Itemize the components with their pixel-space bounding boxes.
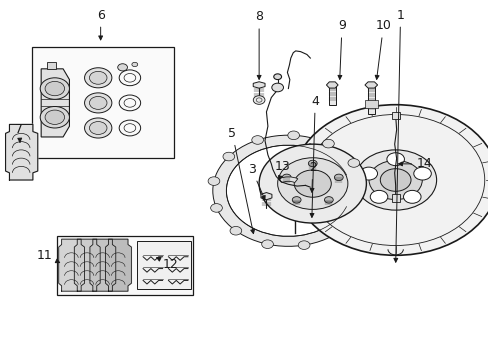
Circle shape <box>89 122 107 134</box>
Circle shape <box>271 83 283 92</box>
Bar <box>391 194 399 202</box>
Circle shape <box>261 240 273 248</box>
Polygon shape <box>59 239 84 291</box>
Text: 7: 7 <box>15 123 23 142</box>
Circle shape <box>208 177 219 185</box>
Circle shape <box>369 190 387 203</box>
Circle shape <box>40 107 69 128</box>
Circle shape <box>84 93 112 113</box>
Circle shape <box>89 96 107 109</box>
Text: 12: 12 <box>156 257 178 271</box>
Circle shape <box>45 110 64 125</box>
Polygon shape <box>300 140 368 203</box>
Text: 4: 4 <box>309 95 319 217</box>
Circle shape <box>251 136 263 144</box>
Polygon shape <box>105 239 131 291</box>
Circle shape <box>89 71 107 84</box>
Circle shape <box>324 197 332 203</box>
Polygon shape <box>41 69 69 137</box>
Circle shape <box>210 204 222 212</box>
Circle shape <box>259 144 366 223</box>
Circle shape <box>292 197 301 203</box>
Text: 6: 6 <box>97 9 104 40</box>
Bar <box>32 47 173 158</box>
Circle shape <box>368 161 422 199</box>
Wedge shape <box>212 135 359 246</box>
Text: 2: 2 <box>308 161 316 192</box>
Text: 11: 11 <box>37 249 60 263</box>
Polygon shape <box>74 239 100 291</box>
Circle shape <box>403 190 420 203</box>
Circle shape <box>287 131 299 140</box>
Text: 3: 3 <box>247 163 264 200</box>
Bar <box>137 241 190 289</box>
Polygon shape <box>326 82 337 88</box>
Text: 5: 5 <box>228 127 254 234</box>
Text: 13: 13 <box>274 160 290 180</box>
Circle shape <box>229 226 241 235</box>
Circle shape <box>354 150 436 210</box>
Circle shape <box>308 160 317 167</box>
Text: 1: 1 <box>393 9 404 262</box>
Circle shape <box>84 118 112 138</box>
Circle shape <box>413 167 430 180</box>
Circle shape <box>132 62 138 67</box>
Circle shape <box>359 167 377 180</box>
Wedge shape <box>278 177 297 183</box>
Bar <box>47 62 56 69</box>
Polygon shape <box>253 82 264 88</box>
Bar <box>364 100 377 108</box>
Polygon shape <box>5 125 38 180</box>
Circle shape <box>293 105 488 255</box>
Circle shape <box>40 78 69 99</box>
Polygon shape <box>90 239 116 291</box>
Text: 8: 8 <box>255 10 263 79</box>
Circle shape <box>84 68 112 88</box>
Circle shape <box>118 64 127 71</box>
Circle shape <box>334 174 343 181</box>
Bar <box>57 235 193 295</box>
Polygon shape <box>364 82 377 88</box>
Bar <box>367 85 374 114</box>
Text: 9: 9 <box>337 19 345 79</box>
Circle shape <box>298 241 309 249</box>
Circle shape <box>45 81 64 96</box>
Circle shape <box>223 152 234 161</box>
Circle shape <box>273 74 281 80</box>
Circle shape <box>277 158 347 210</box>
Circle shape <box>347 159 359 167</box>
Circle shape <box>282 174 290 181</box>
Circle shape <box>386 153 404 166</box>
Circle shape <box>253 96 264 104</box>
Bar <box>328 85 335 105</box>
Text: 10: 10 <box>374 19 390 79</box>
Circle shape <box>294 170 330 197</box>
Text: 14: 14 <box>398 157 432 170</box>
Circle shape <box>322 139 334 148</box>
Bar <box>391 112 399 119</box>
Polygon shape <box>261 193 271 200</box>
Circle shape <box>380 169 410 191</box>
